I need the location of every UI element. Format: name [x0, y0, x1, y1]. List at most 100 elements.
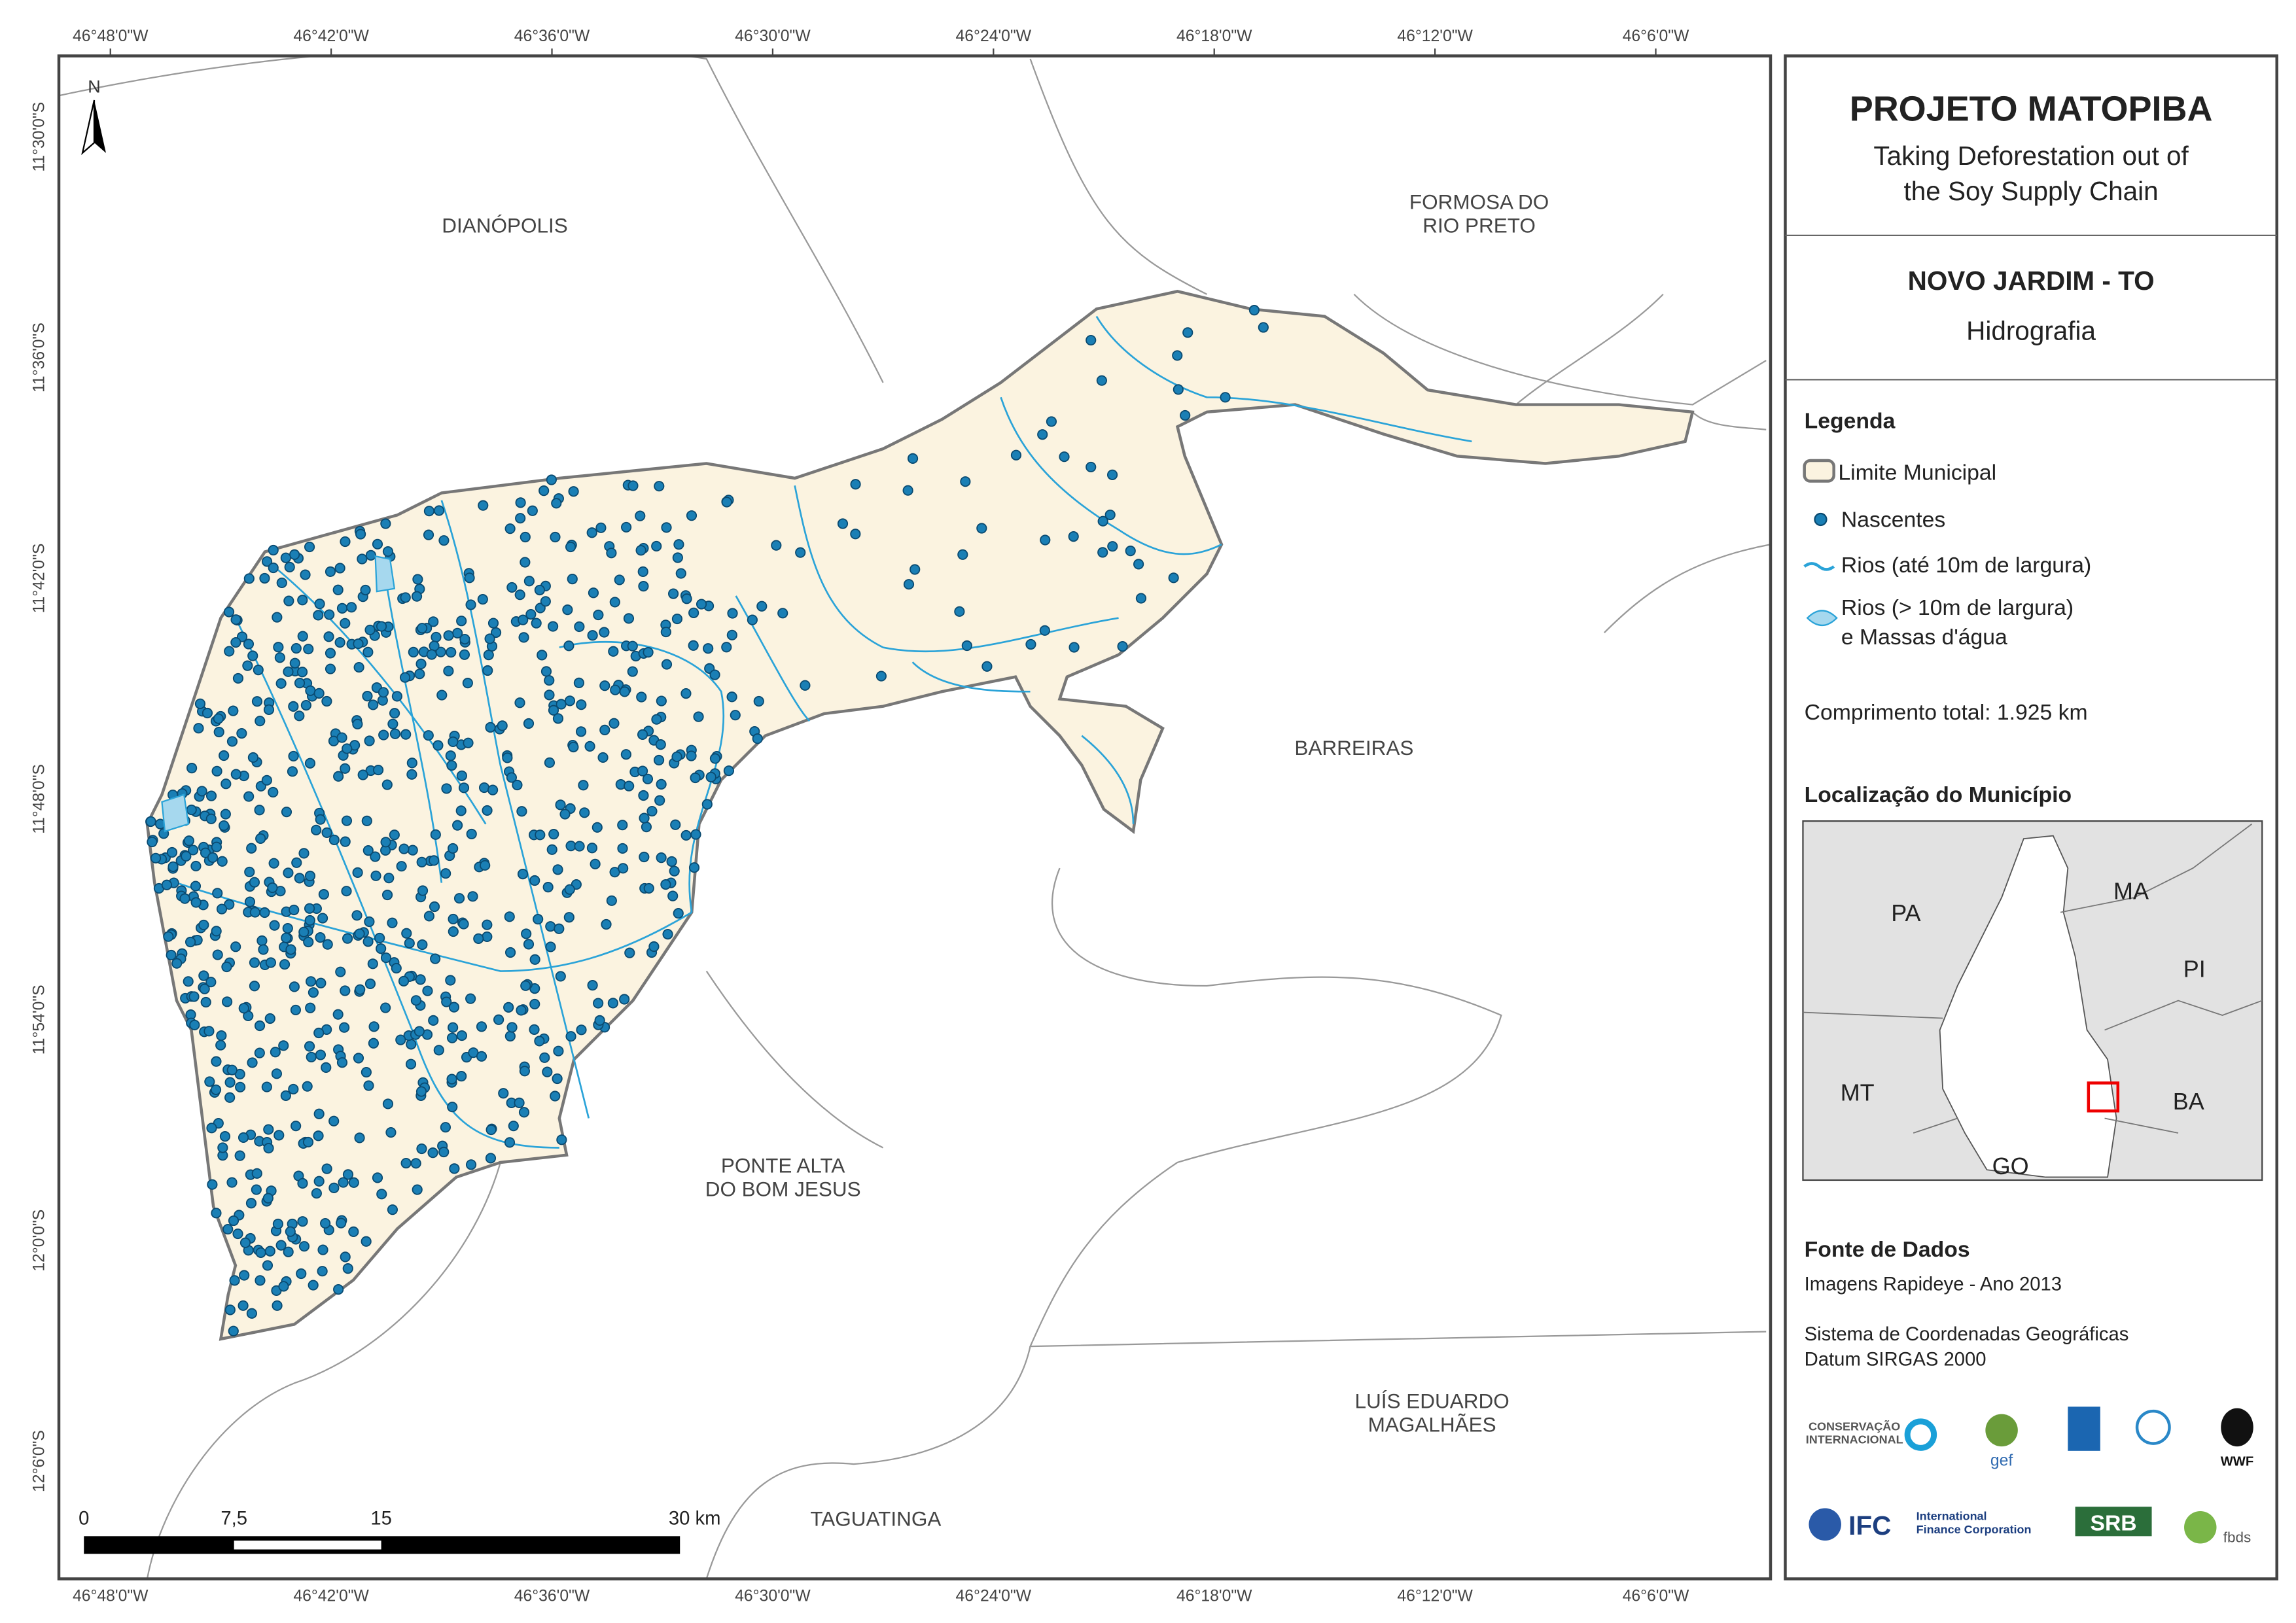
spring — [270, 1047, 281, 1058]
spring — [251, 1168, 262, 1179]
spring — [542, 882, 554, 893]
spring — [289, 657, 300, 669]
spring — [406, 1039, 417, 1050]
logo-pnud — [2068, 1406, 2100, 1451]
logo-text: Finance Corporation — [1916, 1523, 2032, 1536]
source: Datum SIRGAS 2000 — [1805, 1349, 1987, 1370]
spring — [246, 843, 257, 854]
spring — [981, 661, 993, 672]
spring — [544, 757, 556, 768]
spring — [593, 609, 604, 621]
spring — [559, 809, 571, 820]
spring — [550, 531, 561, 543]
spring — [438, 535, 450, 546]
spring — [416, 1143, 427, 1155]
spring — [221, 778, 232, 790]
spring — [339, 1022, 350, 1033]
spring — [215, 1039, 226, 1051]
spring — [269, 920, 280, 931]
spring — [376, 943, 387, 954]
logo-ci — [1904, 1418, 1937, 1451]
spring — [254, 805, 265, 816]
spring — [249, 877, 260, 888]
spring — [903, 579, 915, 590]
spring — [429, 901, 440, 913]
spring — [484, 633, 495, 644]
spring — [255, 1275, 266, 1286]
spring — [576, 1024, 587, 1036]
map-area — [58, 45, 1771, 1579]
spring — [216, 1030, 227, 1041]
spring — [290, 1004, 302, 1016]
lat-label: 11°30'0"S — [31, 102, 48, 172]
spring — [506, 582, 518, 593]
spring — [306, 1051, 317, 1063]
spring — [304, 903, 315, 914]
spring — [431, 631, 442, 643]
spring — [446, 647, 457, 658]
spring — [417, 885, 429, 896]
spring — [163, 931, 174, 942]
spring — [333, 771, 344, 782]
spring — [638, 581, 649, 592]
spring — [288, 1083, 299, 1095]
spring — [635, 545, 646, 556]
location-marker — [2087, 1081, 2120, 1113]
spring — [458, 918, 469, 930]
spring — [594, 1015, 605, 1026]
spring — [271, 1068, 283, 1079]
spring — [294, 710, 305, 722]
spring — [294, 678, 306, 689]
lat-label: 11°42'0"S — [31, 544, 48, 614]
map-frame — [57, 54, 1773, 1580]
spring — [523, 939, 535, 950]
spring — [396, 861, 407, 872]
spring — [1025, 638, 1036, 650]
logo-text: IFC — [1848, 1510, 1891, 1541]
spring — [548, 705, 559, 716]
spring — [1010, 449, 1022, 461]
river — [735, 595, 811, 722]
spring — [355, 529, 366, 540]
spring — [247, 1057, 258, 1068]
spring — [642, 773, 654, 784]
spring — [276, 577, 287, 589]
lon-label: 46°30'0"W — [735, 27, 811, 45]
spring — [341, 815, 353, 826]
spring — [378, 687, 389, 698]
spring — [318, 889, 329, 900]
spring — [445, 975, 456, 986]
spring — [478, 500, 489, 511]
spring — [574, 621, 585, 633]
spring — [255, 833, 266, 844]
spring — [211, 1208, 222, 1219]
lon-label: 46°6'0"W — [1623, 27, 1689, 45]
spring — [646, 805, 658, 817]
spring — [534, 1036, 545, 1047]
spring — [261, 775, 272, 786]
logo-text: gef — [1990, 1452, 2013, 1469]
spring — [428, 1015, 439, 1026]
spring — [380, 1002, 391, 1013]
scale-label: 30 km — [669, 1508, 721, 1529]
spring — [423, 529, 434, 540]
spring — [224, 1092, 236, 1103]
spring — [341, 886, 352, 897]
spring — [1172, 350, 1183, 361]
location-title: Localização do Município — [1805, 782, 2072, 807]
subtitle: the Soy Supply Chain — [1903, 176, 2158, 206]
spring — [315, 977, 327, 988]
spring — [382, 1098, 394, 1109]
spring — [568, 741, 579, 753]
spring — [236, 727, 247, 739]
lat-label: 12°0'0"S — [31, 1210, 48, 1272]
spring — [417, 623, 428, 634]
spring — [278, 1281, 289, 1292]
spring — [400, 1157, 412, 1169]
spring — [523, 718, 535, 729]
spring — [410, 995, 422, 1006]
spring — [340, 536, 351, 548]
spring — [483, 650, 494, 661]
spring — [147, 836, 158, 848]
spring — [837, 518, 849, 529]
